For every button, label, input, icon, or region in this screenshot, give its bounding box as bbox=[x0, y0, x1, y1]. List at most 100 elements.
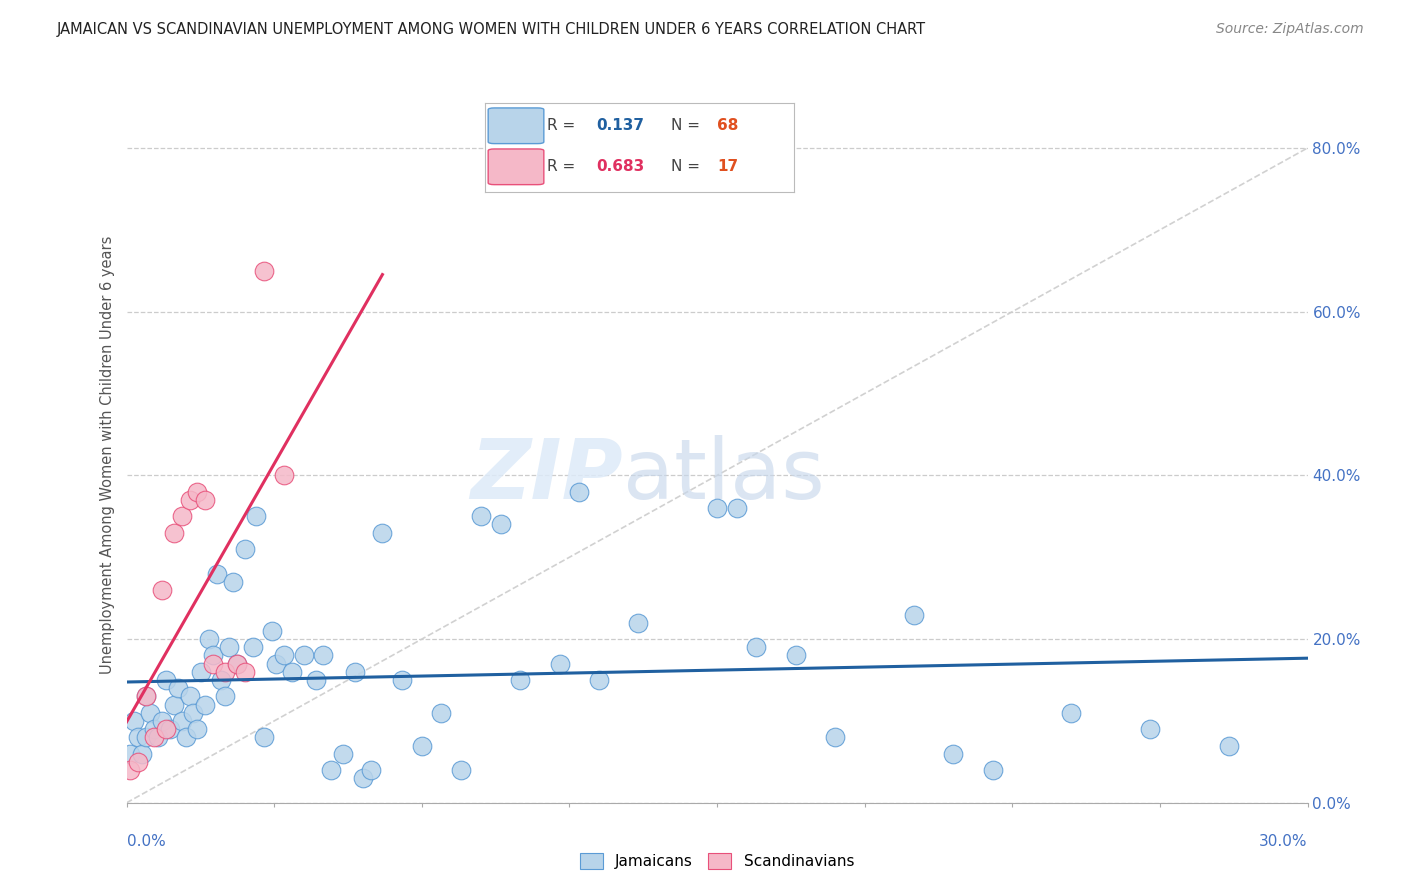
Point bbox=[470, 509, 492, 524]
Legend: Jamaicans, Scandinavians: Jamaicans, Scandinavians bbox=[574, 847, 860, 875]
Text: R =: R = bbox=[547, 160, 581, 174]
Point bbox=[174, 731, 197, 745]
Point bbox=[253, 264, 276, 278]
Text: 0.683: 0.683 bbox=[596, 160, 645, 174]
Point bbox=[155, 722, 177, 736]
Text: N =: N = bbox=[671, 160, 704, 174]
Point bbox=[332, 747, 354, 761]
Point bbox=[391, 673, 413, 687]
Point bbox=[725, 501, 748, 516]
Point bbox=[242, 640, 264, 655]
Point bbox=[745, 640, 768, 655]
Point bbox=[253, 731, 276, 745]
Point bbox=[163, 698, 186, 712]
Text: 30.0%: 30.0% bbox=[1260, 834, 1308, 849]
Point bbox=[209, 673, 232, 687]
Point bbox=[202, 648, 225, 663]
Point bbox=[135, 731, 157, 745]
Point bbox=[706, 501, 728, 516]
Point bbox=[190, 665, 212, 679]
Point bbox=[166, 681, 188, 696]
Point bbox=[233, 542, 256, 557]
Point bbox=[245, 509, 267, 524]
Point bbox=[155, 673, 177, 687]
Point bbox=[903, 607, 925, 622]
Point bbox=[371, 525, 394, 540]
Point bbox=[304, 673, 326, 687]
Point bbox=[273, 468, 295, 483]
Point bbox=[264, 657, 287, 671]
Text: atlas: atlas bbox=[623, 435, 824, 516]
Text: R =: R = bbox=[547, 118, 581, 133]
Text: 0.0%: 0.0% bbox=[127, 834, 166, 849]
Text: N =: N = bbox=[671, 118, 704, 133]
Text: Source: ZipAtlas.com: Source: ZipAtlas.com bbox=[1216, 22, 1364, 37]
Point bbox=[281, 665, 304, 679]
Point bbox=[225, 657, 247, 671]
Point bbox=[124, 714, 146, 728]
Point bbox=[360, 763, 382, 777]
FancyBboxPatch shape bbox=[488, 108, 544, 144]
Point bbox=[568, 484, 591, 499]
Point bbox=[218, 640, 240, 655]
Point bbox=[489, 517, 512, 532]
Point bbox=[942, 747, 965, 761]
Point bbox=[214, 690, 236, 704]
Point bbox=[170, 714, 193, 728]
Point bbox=[131, 747, 153, 761]
Point bbox=[430, 706, 453, 720]
Point bbox=[1060, 706, 1083, 720]
Point bbox=[273, 648, 295, 663]
Point bbox=[170, 509, 193, 524]
Point bbox=[143, 722, 166, 736]
Point bbox=[139, 706, 162, 720]
Point bbox=[198, 632, 221, 646]
Point bbox=[312, 648, 335, 663]
Point bbox=[146, 731, 169, 745]
Point bbox=[225, 657, 247, 671]
Point bbox=[1139, 722, 1161, 736]
Text: 68: 68 bbox=[717, 118, 738, 133]
Point bbox=[120, 763, 142, 777]
Point bbox=[352, 771, 374, 785]
Text: JAMAICAN VS SCANDINAVIAN UNEMPLOYMENT AMONG WOMEN WITH CHILDREN UNDER 6 YEARS CO: JAMAICAN VS SCANDINAVIAN UNEMPLOYMENT AM… bbox=[56, 22, 925, 37]
Text: 0.137: 0.137 bbox=[596, 118, 644, 133]
Text: ZIP: ZIP bbox=[470, 435, 623, 516]
Point bbox=[343, 665, 366, 679]
Point bbox=[186, 722, 208, 736]
Point bbox=[824, 731, 846, 745]
Point bbox=[127, 731, 149, 745]
Point bbox=[411, 739, 433, 753]
FancyBboxPatch shape bbox=[488, 149, 544, 185]
Point bbox=[233, 665, 256, 679]
Point bbox=[183, 706, 205, 720]
Point bbox=[222, 574, 245, 589]
Point bbox=[179, 492, 201, 507]
Point bbox=[179, 690, 201, 704]
Point bbox=[194, 492, 217, 507]
Point bbox=[627, 615, 650, 630]
Point bbox=[159, 722, 181, 736]
Point bbox=[1218, 739, 1240, 753]
Point bbox=[127, 755, 149, 769]
Point bbox=[548, 657, 571, 671]
Text: 17: 17 bbox=[717, 160, 738, 174]
Point bbox=[186, 484, 208, 499]
Point bbox=[214, 665, 236, 679]
Point bbox=[150, 714, 173, 728]
Point bbox=[135, 690, 157, 704]
Point bbox=[143, 731, 166, 745]
Point bbox=[150, 582, 173, 597]
Point bbox=[262, 624, 284, 638]
Point bbox=[981, 763, 1004, 777]
Point bbox=[785, 648, 807, 663]
Point bbox=[588, 673, 610, 687]
Y-axis label: Unemployment Among Women with Children Under 6 years: Unemployment Among Women with Children U… bbox=[100, 235, 115, 674]
Point bbox=[321, 763, 343, 777]
Point bbox=[120, 747, 142, 761]
Point bbox=[135, 690, 157, 704]
Point bbox=[202, 657, 225, 671]
Point bbox=[194, 698, 217, 712]
Point bbox=[163, 525, 186, 540]
Point bbox=[509, 673, 531, 687]
